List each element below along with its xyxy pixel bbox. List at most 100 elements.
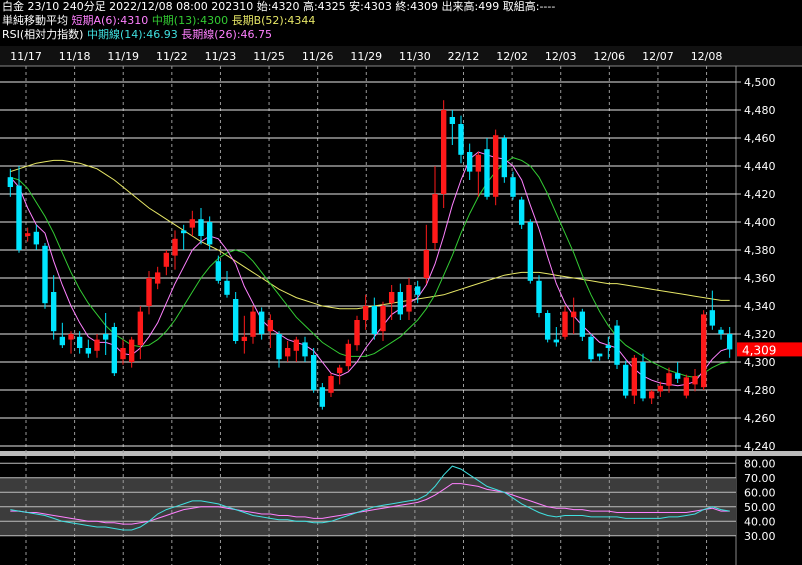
candle (726, 327, 733, 358)
candle-body (380, 306, 386, 332)
candle (518, 196, 525, 229)
candle (328, 373, 334, 397)
candle (466, 143, 473, 180)
candle-body (388, 292, 395, 304)
candle-body (666, 373, 672, 386)
candle (206, 216, 213, 250)
candle (120, 339, 126, 365)
candle (137, 306, 144, 360)
candle (154, 266, 161, 290)
candle-body (362, 306, 369, 320)
candle-body (440, 110, 447, 194)
candle (267, 314, 274, 348)
candle (388, 285, 395, 320)
rsi-mid-label: 中期線(14):46.93 (86, 28, 178, 41)
candle-body (258, 311, 265, 334)
candle-body (163, 252, 170, 267)
candle-body (94, 339, 100, 351)
last-price-label: 4,309 (742, 343, 776, 357)
ma-short-line (9, 151, 730, 387)
candle-body (215, 261, 222, 281)
candle (276, 331, 282, 368)
candle-body (146, 278, 152, 306)
candle-body (33, 231, 40, 245)
y-tick-label: 4,300 (744, 356, 776, 369)
x-tick-label: 12/03 (545, 50, 577, 63)
candle-body (458, 124, 464, 155)
y-tick-label: 4,340 (744, 300, 776, 313)
x-tick-label: 12/06 (593, 50, 625, 63)
candle (484, 138, 490, 200)
candle (562, 306, 568, 340)
candle-body (726, 334, 733, 350)
panel-divider (0, 451, 802, 456)
candle-body (76, 336, 83, 348)
candle (345, 339, 352, 371)
x-tick-label: 11/30 (399, 50, 431, 63)
candle-body (232, 299, 239, 341)
x-tick-label: 12/08 (691, 50, 723, 63)
rsi-tick-label: 50.00 (744, 501, 776, 514)
candle-body (657, 385, 664, 392)
candle-body (631, 357, 638, 396)
x-tick-label: 11/18 (59, 50, 91, 63)
candle-body (492, 135, 499, 197)
candle (24, 227, 31, 242)
candle (475, 152, 482, 197)
rsi-tick-label: 30.00 (744, 530, 776, 543)
rsi-tick-label: 80.00 (744, 457, 776, 470)
rsi-tick-label: 40.00 (744, 515, 776, 528)
candle-body (449, 117, 456, 124)
candle (284, 341, 291, 362)
ma-mid-label: 中期(13):4300 (151, 14, 229, 27)
candle-body (553, 339, 560, 343)
candle-body (250, 311, 256, 337)
candle-body (544, 313, 551, 340)
candle-body (674, 373, 681, 379)
candle-body (397, 292, 404, 315)
candle-body (42, 245, 48, 304)
candle (397, 283, 404, 320)
x-tick-label: 11/22 (156, 50, 188, 63)
rsi-tick-label: 60.00 (744, 486, 776, 499)
candle-body (59, 336, 66, 346)
candle-body (284, 348, 291, 357)
candle (449, 110, 456, 145)
candle-body (276, 334, 282, 360)
y-tick-label: 4,460 (744, 132, 776, 145)
candle (414, 280, 421, 304)
candle-body (198, 219, 204, 236)
candle (605, 336, 612, 360)
x-tick-label: 11/25 (253, 50, 285, 63)
candle-body (128, 339, 135, 362)
candle (310, 348, 317, 393)
candle (189, 210, 196, 236)
x-tick-label: 11/29 (350, 50, 382, 63)
candle (319, 383, 326, 410)
y-tick-label: 4,320 (744, 328, 776, 341)
y-tick-label: 4,380 (744, 244, 776, 257)
candle (510, 171, 516, 200)
candle-body (709, 310, 716, 326)
candle-body (614, 325, 620, 365)
candle-body (111, 327, 118, 374)
candle-body (310, 355, 317, 390)
y-tick-label: 4,400 (744, 216, 776, 229)
candle (640, 353, 646, 402)
x-axis-strip (0, 46, 802, 66)
candle-body (206, 222, 213, 245)
candle-body (102, 334, 109, 340)
candle-body (648, 391, 655, 399)
candle (440, 100, 447, 208)
candle (42, 243, 48, 309)
candle (648, 390, 655, 404)
candle (700, 310, 707, 390)
candle (146, 271, 152, 315)
candle-body (536, 280, 542, 313)
candle-body (85, 348, 92, 354)
candle (458, 115, 464, 164)
candle (111, 322, 118, 376)
candle (709, 290, 716, 330)
candle (380, 301, 386, 341)
